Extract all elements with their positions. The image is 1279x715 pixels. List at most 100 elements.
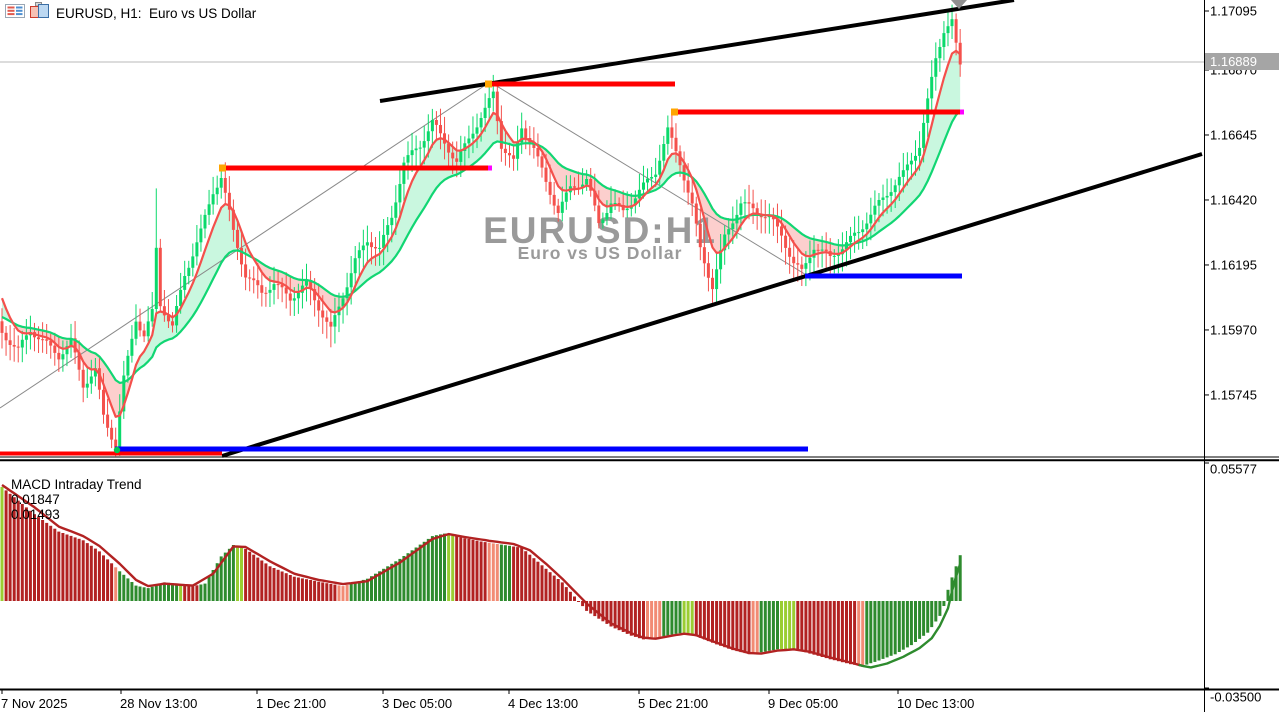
candle-body <box>491 91 495 99</box>
candle-body <box>573 186 576 188</box>
macd-bar <box>398 558 402 601</box>
macd-bar <box>106 559 110 601</box>
macd-panel[interactable] <box>0 484 962 669</box>
macd-bar <box>447 534 451 601</box>
candle-body <box>865 223 869 230</box>
time-tick-label: 7 Nov 2025 <box>1 696 68 711</box>
candle-body <box>702 247 706 264</box>
candle-body <box>223 178 227 193</box>
candle-body <box>585 179 589 185</box>
candle-body <box>597 205 601 224</box>
line-end-handle[interactable] <box>488 165 492 171</box>
candle-body <box>621 205 625 211</box>
macd-signal-line-rising <box>858 563 962 669</box>
candle-body <box>609 203 613 213</box>
macd-bar <box>674 601 678 634</box>
macd-bar <box>849 601 852 665</box>
macd-bar <box>130 582 134 601</box>
macd-bar <box>568 591 572 601</box>
candle-body <box>219 178 223 188</box>
candle-body <box>556 205 560 213</box>
macd-bar <box>662 601 666 637</box>
macd-bar <box>853 601 857 665</box>
macd-bar <box>832 601 836 661</box>
candle-body <box>45 339 49 341</box>
macd-bar <box>532 558 536 601</box>
candle-body <box>248 277 252 279</box>
macd-bar <box>706 601 710 642</box>
macd-bar <box>292 576 296 601</box>
candle-body <box>333 315 337 327</box>
macd-bar <box>345 584 349 601</box>
candle-body <box>914 155 917 161</box>
candle-body <box>743 202 747 204</box>
candle-body <box>950 19 954 27</box>
trendline[interactable] <box>221 152 1203 458</box>
candle-body <box>739 203 743 215</box>
macd-bar <box>824 601 828 659</box>
macd-bar <box>682 601 686 633</box>
macd-bar <box>909 601 913 646</box>
candle-body <box>394 202 398 218</box>
macd-bar <box>958 555 962 601</box>
candle-body <box>731 223 735 229</box>
candlesticks <box>0 4 962 457</box>
macd-bar <box>613 601 617 629</box>
candle-body <box>706 263 710 278</box>
macd-bar <box>406 553 410 601</box>
macd-bar <box>946 589 950 601</box>
macd-bar <box>463 538 467 601</box>
chart-window-icon[interactable] <box>30 2 50 24</box>
price-tick-label: 1.16420 <box>1210 192 1257 208</box>
trendline[interactable] <box>379 0 1015 103</box>
arrow-marker[interactable] <box>951 0 967 9</box>
candle-body <box>552 194 556 206</box>
candle-body <box>625 208 629 211</box>
quotes-list-icon[interactable] <box>5 3 25 24</box>
line-start-handle[interactable] <box>485 80 492 88</box>
candle-body <box>8 340 12 345</box>
macd-bar <box>711 601 714 643</box>
macd-bar <box>914 601 917 642</box>
line-start-handle[interactable] <box>219 164 226 172</box>
candle-body <box>93 368 97 377</box>
candle-body <box>889 192 893 196</box>
candle-body <box>167 315 170 322</box>
candle-body <box>390 217 394 226</box>
candle-body <box>183 276 187 290</box>
macd-bar <box>739 601 743 653</box>
macd-bar <box>195 585 199 601</box>
candle-body <box>804 263 808 269</box>
macd-bar <box>731 601 735 651</box>
macd-bar <box>861 601 865 666</box>
macd-bar <box>581 601 585 607</box>
watermark-subtitle: Euro vs US Dollar <box>518 243 683 263</box>
macd-bar <box>272 568 276 601</box>
macd-bar <box>284 573 288 601</box>
line-end-handle[interactable] <box>960 109 964 115</box>
candle-body <box>670 127 674 138</box>
line-start-handle[interactable] <box>671 108 678 116</box>
candle-body <box>268 289 272 293</box>
macd-bar <box>386 566 390 601</box>
macd-bar <box>771 601 775 651</box>
macd-bar <box>723 601 727 648</box>
macd-bar <box>666 601 670 636</box>
candle-body <box>162 306 166 316</box>
macd-bar <box>954 566 958 601</box>
macd-bar <box>167 582 170 601</box>
macd-bar <box>296 577 300 601</box>
candle-body <box>37 337 40 340</box>
macd-bar <box>905 601 909 648</box>
candle-body <box>512 155 516 159</box>
macd-bar <box>114 567 118 601</box>
macd-bar <box>743 601 747 654</box>
candle-body <box>938 47 942 59</box>
candle-body <box>816 249 820 251</box>
candle-body <box>296 292 300 299</box>
candle-body <box>236 229 239 248</box>
macd-bar <box>755 601 759 653</box>
macd-bar <box>873 601 877 662</box>
macd-bar <box>889 601 893 656</box>
